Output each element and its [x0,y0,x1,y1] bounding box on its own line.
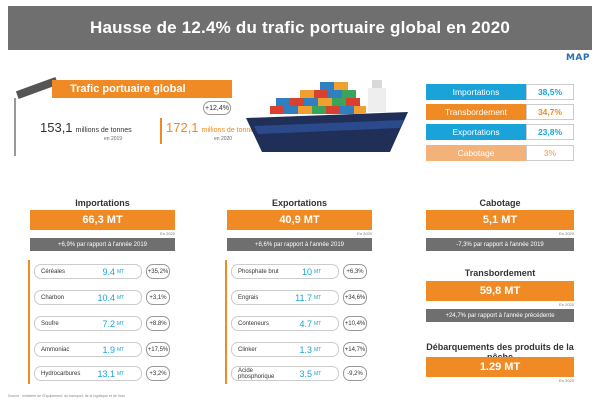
importations-total: 66,3 MT [30,210,175,230]
item-change-badge: +17,5% [146,342,170,357]
item-change-badge: +6,3% [343,264,367,279]
cabotage-year: En 2020 [559,231,574,236]
traffic-2019: 153,1 millions de tonnes [40,120,132,135]
item-value: 10.4 [97,292,115,303]
item-unit: MT [117,294,125,301]
item-unit: MT [314,294,322,301]
share-value: 3% [526,145,574,161]
item-unit: MT [314,370,322,377]
item-change-badge: +35,2% [146,264,170,279]
transbordement-change: +24,7% par rapport à l'année précédente [426,309,574,322]
importations-year: En 2020 [160,231,175,236]
item-value: 10 [301,266,312,277]
growth-badge: +12,4% [203,101,231,115]
item-name: Acide phosphorique [238,367,275,380]
traffic-divider [160,118,162,144]
traffic-2019-value: 153,1 [40,120,73,135]
traffic-2020-year: en 2020 [214,136,233,142]
item-change-badge: -9,2% [343,366,367,381]
item-name: Céréales [41,268,66,275]
item-change-badge: +14,7% [343,342,367,357]
transbordement-total: 59,8 MT [426,281,574,301]
item-value: 13.1 [97,368,115,379]
share-row: Transbordement 34,7% [426,104,574,120]
list-item: Hydrocarbures 13.1 MT [34,366,142,381]
list-item: Céréales 9.4 MT [34,264,142,279]
source-note: Source : ministère de l'Equipement, du t… [8,394,126,398]
item-name: Ammoniac [41,346,70,353]
page-title: Hausse de 12.4% du trafic portuaire glob… [8,6,592,50]
global-traffic-frame [14,98,232,156]
transbordement-title: Transbordement [464,268,536,278]
item-unit: MT [117,268,125,275]
share-label: Importations [426,84,526,100]
item-value: 7.2 [102,318,115,329]
item-unit: MT [314,268,322,275]
item-value: 3.5 [299,368,312,379]
item-name: Clinker [238,346,257,353]
importations-change: +6,9% par rapport à l'année 2019 [30,238,175,251]
list-item: Conteneurs 4.7 MT [231,316,339,331]
item-name: Phosphate brut [238,268,279,275]
item-name: Engrais [238,294,259,301]
item-change-badge: +3,2% [146,366,170,381]
item-name: Conteneurs [238,320,270,327]
share-label: Transbordement [426,104,526,120]
exportations-title: Exportations [271,198,327,208]
cargo-ship-icon [246,80,408,152]
cabotage-total: 5,1 MT [426,210,574,230]
peche-year: En 2020 [559,378,574,383]
share-value: 34,7% [526,104,574,120]
exportations-change: +8,6% par rapport à l'année 2019 [227,238,372,251]
list-item: Phosphate brut 10 MT [231,264,339,279]
importations-side-line [28,260,30,384]
item-value: 9.4 [102,266,115,277]
exportations-year: En 2020 [357,231,372,236]
item-change-badge: +34,6% [343,290,367,305]
share-row: Exportations 23,8% [426,124,574,140]
traffic-2020-value: 172,1 [166,120,199,135]
item-unit: MT [314,346,322,353]
share-value: 23,8% [526,124,574,140]
item-change-badge: +8.8% [146,316,170,331]
global-traffic-banner: Trafic portuaire global [52,80,232,98]
item-name: Charbon [41,294,65,301]
exportations-side-line [225,260,227,384]
list-item: Clinker 1.3 MT [231,342,339,357]
item-unit: MT [117,370,125,377]
traffic-2019-unit: millions de tonnes [75,127,132,134]
item-unit: MT [117,346,125,353]
item-value: 1.9 [102,344,115,355]
list-item: Acide phosphorique 3.5 MT [231,366,339,381]
list-item: Soufre 7.2 MT [34,316,142,331]
cabotage-title: Cabotage [479,198,521,208]
item-change-badge: +10,4% [343,316,367,331]
item-change-badge: +3,1% [146,290,170,305]
item-name: Soufre [41,320,59,327]
share-label: Exportations [426,124,526,140]
transbordement-year: En 2020 [559,302,574,307]
share-row: Importations 38,5% [426,84,574,100]
item-unit: MT [314,320,322,327]
importations-title: Importations [75,198,130,208]
item-name: Hydrocarbures [41,370,81,377]
list-item: Engrais 11.7 MT [231,290,339,305]
item-value: 4.7 [299,318,312,329]
share-row: Cabotage 3% [426,145,574,161]
item-unit: MT [117,320,125,327]
cabotage-change: -7,3% par rapport à l'année 2019 [426,238,574,251]
list-item: Ammoniac 1.9 MT [34,342,142,357]
peche-total: 1.29 MT [426,357,574,377]
traffic-2020: 172,1 millions de tonnes [166,120,258,135]
traffic-2020-unit: millions de tonnes [201,127,258,134]
item-value: 11.7 [295,292,312,303]
map-logo: MAP [565,53,590,63]
list-item: Charbon 10.4 MT [34,290,142,305]
exportations-total: 40,9 MT [227,210,372,230]
share-label: Cabotage [426,145,526,161]
item-value: 1.3 [299,344,312,355]
traffic-2019-year: en 2019 [104,136,123,142]
share-value: 38,5% [526,84,574,100]
